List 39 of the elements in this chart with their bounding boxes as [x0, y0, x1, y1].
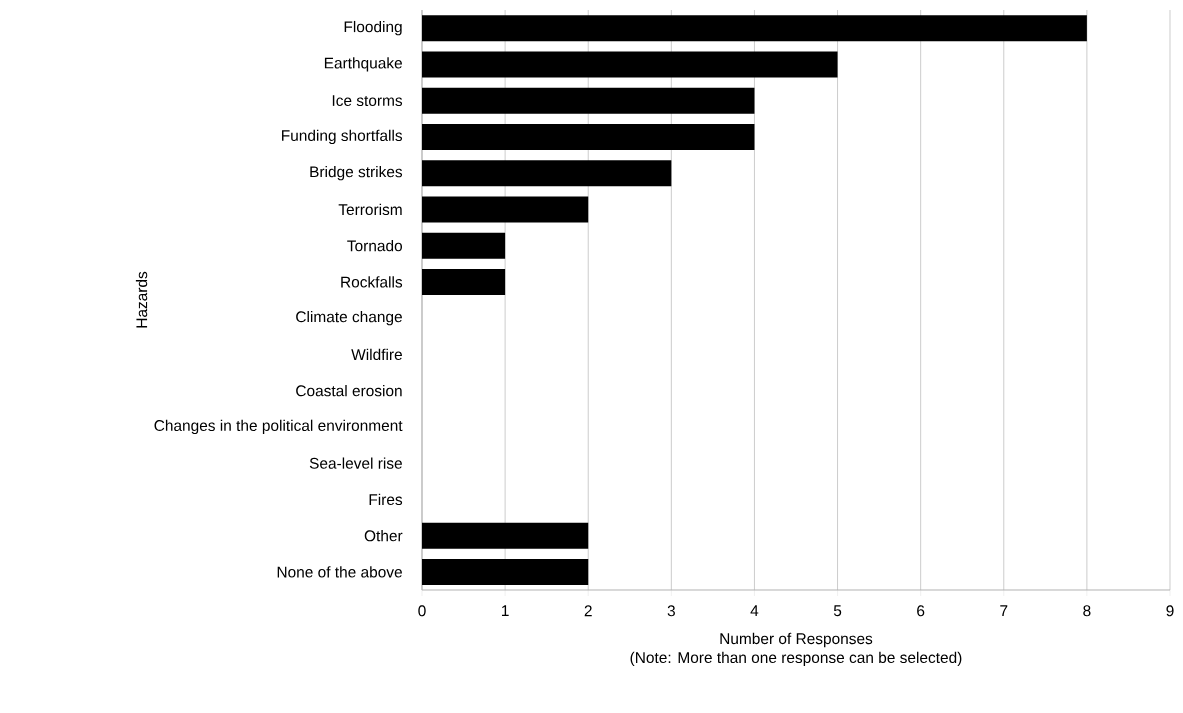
text: (Note: More than one response can be selected): [630, 651, 962, 667]
y-tick-label: Wildfire: [351, 348, 402, 361]
x-tick-label: 3: [667, 605, 675, 617]
x-tick-label: 0: [418, 605, 426, 617]
y-tick-label: Fires: [369, 493, 403, 506]
y-tick-label: Bridge strikes: [310, 165, 403, 181]
bar: [422, 232, 506, 259]
x-tick-label: 4: [750, 605, 759, 616]
x-tick-label: 5: [833, 605, 842, 617]
y-tick-label: Coastal erosion: [296, 384, 402, 397]
y-tick-label: Funding shortfalls: [282, 129, 403, 145]
x-tick-label: 1: [501, 605, 509, 616]
y-tick-label: None of the above: [277, 566, 402, 578]
y-tick-label: Other: [364, 529, 403, 542]
y-tick-label: Ice storms: [332, 95, 403, 107]
bar: [422, 15, 1087, 42]
y-tick-label: Rockfalls: [341, 276, 403, 288]
x-tick-label: 2: [584, 605, 592, 617]
y-tick-label: Sea-level rise: [309, 457, 402, 469]
bar: [422, 123, 755, 150]
bar: [422, 87, 755, 114]
x-axis-title: Number of Responses: [720, 632, 873, 648]
x-tick-label: 8: [1083, 605, 1091, 617]
y-tick-label: Terrorism: [338, 203, 402, 216]
y-tick-label: Earthquake: [324, 57, 402, 72]
y-tick-label: Climate change: [296, 310, 402, 326]
x-tick-label: 7: [1000, 605, 1008, 616]
bar: [422, 558, 589, 585]
y-tick-label: Changes in the political environment: [154, 419, 403, 435]
bar: [422, 268, 506, 295]
y-tick-label: Tornado: [347, 239, 403, 252]
y-axis-title: Hazards: [135, 271, 148, 328]
x-tick-label: 9: [1166, 605, 1174, 617]
bar: [422, 196, 589, 223]
bar: [422, 160, 672, 187]
y-tick-label: Flooding: [344, 20, 402, 36]
bar: [422, 51, 838, 78]
bar: [422, 522, 589, 549]
x-tick-label: 6: [917, 605, 925, 617]
